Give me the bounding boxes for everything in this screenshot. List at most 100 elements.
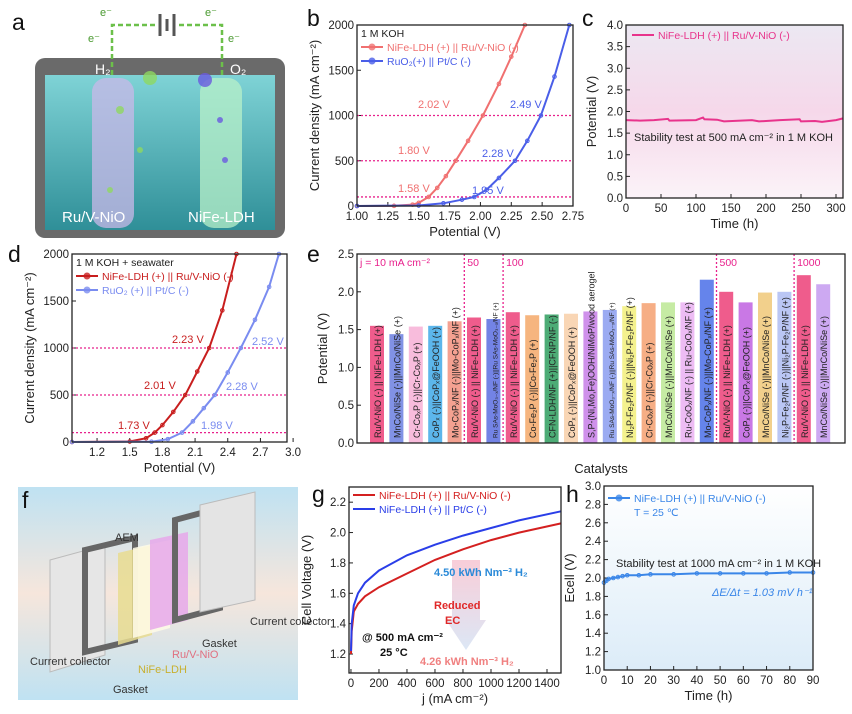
ru-v-nio-layer [150,532,188,630]
legend-marker [368,57,376,65]
data-point [170,409,176,415]
aem-label: AEM [115,532,139,544]
electron-label: e⁻ [100,7,112,19]
y-tick-label: 1.2 [330,649,346,661]
bar [796,275,811,443]
cathode-label: Ru/V-NiO [62,209,125,226]
bar-category-label: MnCo/NiSe (-)||MnCo/NiSe (+) [664,316,674,438]
y-tick-label: 1500 [328,65,354,77]
y-tick-label: 0 [348,201,354,213]
data-point [624,572,630,578]
data-point [508,54,514,59]
annotation: 4.50 kWh Nm⁻³ H₂ [434,567,528,579]
y-axis-title: Potential (V) [315,313,330,385]
current-collector-right [199,491,256,613]
x-axis-title: Time (h) [711,216,759,231]
x-tick-label: 0 [623,203,629,215]
y-tick-label: 3.5 [607,42,623,54]
series-line-1 [356,24,571,207]
legend-marker [83,272,91,280]
data-point [764,571,769,576]
annotation: 2.49 V [510,99,542,111]
annotation: 4.26 kWh Nm⁻³ H₂ [420,656,514,668]
y-tick-label: 2.0 [607,107,623,119]
anode-label: NiFe-LDH [188,209,255,226]
plot-frame [603,485,814,671]
y-tick-label: 1.6 [585,610,601,622]
nife-ldh-electrode [200,78,242,228]
bar [370,325,384,443]
annotation: 2.23 V [172,334,204,346]
x-tick-label: 1200 [506,678,532,690]
y-axis-title: Current density (mA cm⁻²) [307,40,322,191]
legend-entry: NiFe-LDH (+) || Ru/V-NiO (-) [379,490,511,502]
bar [525,315,540,443]
data-point [194,369,200,374]
bar-category-label: CoPₓ (-)||CoPₓ@FeOOH (+) [567,327,577,438]
data-point [471,194,477,200]
panel-label-a: a [12,9,25,35]
x-axis-title: Potential (V) [429,224,501,239]
x-tick-label: 0 [601,675,607,687]
plot-frame [625,24,844,199]
series-line-1 [350,510,562,652]
y-tick-label: 1.0 [338,362,354,374]
panel-label-f: f [22,487,29,513]
bar [428,325,443,443]
x-tick-label: 20 [644,675,657,687]
y-tick-label: 1000 [43,343,69,355]
gasket-right-label: Gasket [202,638,237,650]
y-tick-label: 1.5 [607,128,623,140]
charts: 1.00 1.25 1.50 1.75 2.00 2.25 2.50 2.7505001000… [22,20,846,706]
series-line-1 [71,253,280,443]
data-point [694,571,700,576]
bar-category-label: Ru/V-NiO (-) || NiFe-LDH (+) [470,325,480,438]
plot-frame [71,253,288,443]
ru-v-nio-electrode [92,78,134,228]
bar-category-label: Ru SAs-MoO₃₋ₓ/NF (-)||Ru SAs-MoO₃₋ₓ/NF (… [492,302,499,438]
y-tick-label: 1500 [43,296,69,308]
annotation: 1.73 V [118,420,150,432]
y-tick-label: 2000 [43,249,69,261]
panel-label-e: e [307,241,320,267]
electron-label: e⁻ [205,7,217,19]
bar-category-label: Ni₂P-Fe₂P/NF (-)||Ni₂P-Fe₂P/NF (+) [780,297,790,438]
y-tick-label: 0.5 [607,171,623,183]
x-tick-label: 1.00 [346,211,368,223]
x-axis-title: j (mA cm⁻²) [421,691,488,706]
data-point [636,572,642,578]
bar-category-label: Ru SAs-MoO₃₋ₓ/NF (-)||Ru SAs-MoO₃₋ₓ/NF (… [609,302,616,438]
bar [641,303,656,443]
bar-category-label: MnCo/NiSe (-)||MnCo/NiSe (+) [819,316,829,438]
x-tick-label: 200 [756,203,775,215]
bar-category-label: Ru/V-NiO (-) || NiFe-LDH (+) [509,325,519,438]
data-point [182,392,188,398]
x-tick-label: 80 [783,675,796,687]
bar [544,314,559,443]
y-tick-label: 2.0 [585,573,601,585]
x-tick-label: 600 [425,678,444,690]
ru-v-nio-label: Ru/V-NiO [172,649,219,661]
panel-label-b: b [307,5,320,31]
data-point [552,74,557,79]
panel-a-electrolyzer-illustration: a e⁻ e⁻ e⁻ e⁻ H₂ O₂ Ru/V-NiO NiFe-LDH [12,7,285,238]
x-tick-label: 2.75 [562,211,584,223]
x-tick-label: 2.4 [220,447,237,459]
data-point [434,185,440,191]
plot-frame [348,486,562,674]
data-point [165,436,171,442]
data-point [201,405,207,411]
panel-label-d: d [8,241,21,267]
y-axis-title: Current density (mA cm⁻²) [22,272,37,423]
legend-title: 1 M KOH + seawater [76,257,174,269]
legend-condition: T = 25 ℃ [634,507,679,519]
data-point [459,197,465,202]
series-line-0 [603,571,813,584]
bar [680,302,695,443]
bar-category-label: MnCo/NiSe (-)||MnCo/NiSe (+) [761,316,771,438]
x-tick-label: 3.0 [285,447,301,459]
external-circuit-wires [110,23,224,75]
chart-c: 0 50 100 150 200 250 300 0.0 0.5 1.0 1.5 2.0 2.5 3.0 3… [584,20,846,231]
annotation: 1.80 V [398,145,430,157]
bar-category-label: MnCo/NiSe (-)||MnCo/NiSe (+) [392,316,402,438]
